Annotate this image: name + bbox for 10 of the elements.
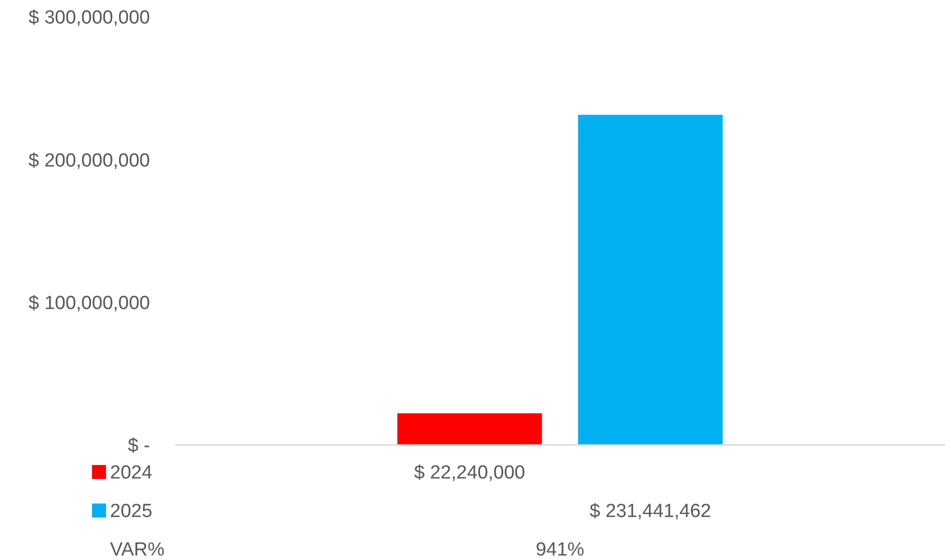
y-tick-label: $ 300,000,000: [28, 8, 150, 29]
legend-label: 2024: [110, 462, 153, 484]
text: 941%: [536, 540, 584, 560]
y-tick-label: $ -: [128, 436, 150, 457]
y-tick-label: $ 100,000,000: [28, 292, 150, 314]
data-label: $ 22,240,000: [414, 462, 526, 484]
y-tick-label: $ 200,000,000: [28, 150, 150, 172]
data-label: $ 231,441,462: [590, 501, 712, 522]
text: VAR%: [110, 540, 165, 560]
legend-label: 2025: [110, 501, 152, 522]
